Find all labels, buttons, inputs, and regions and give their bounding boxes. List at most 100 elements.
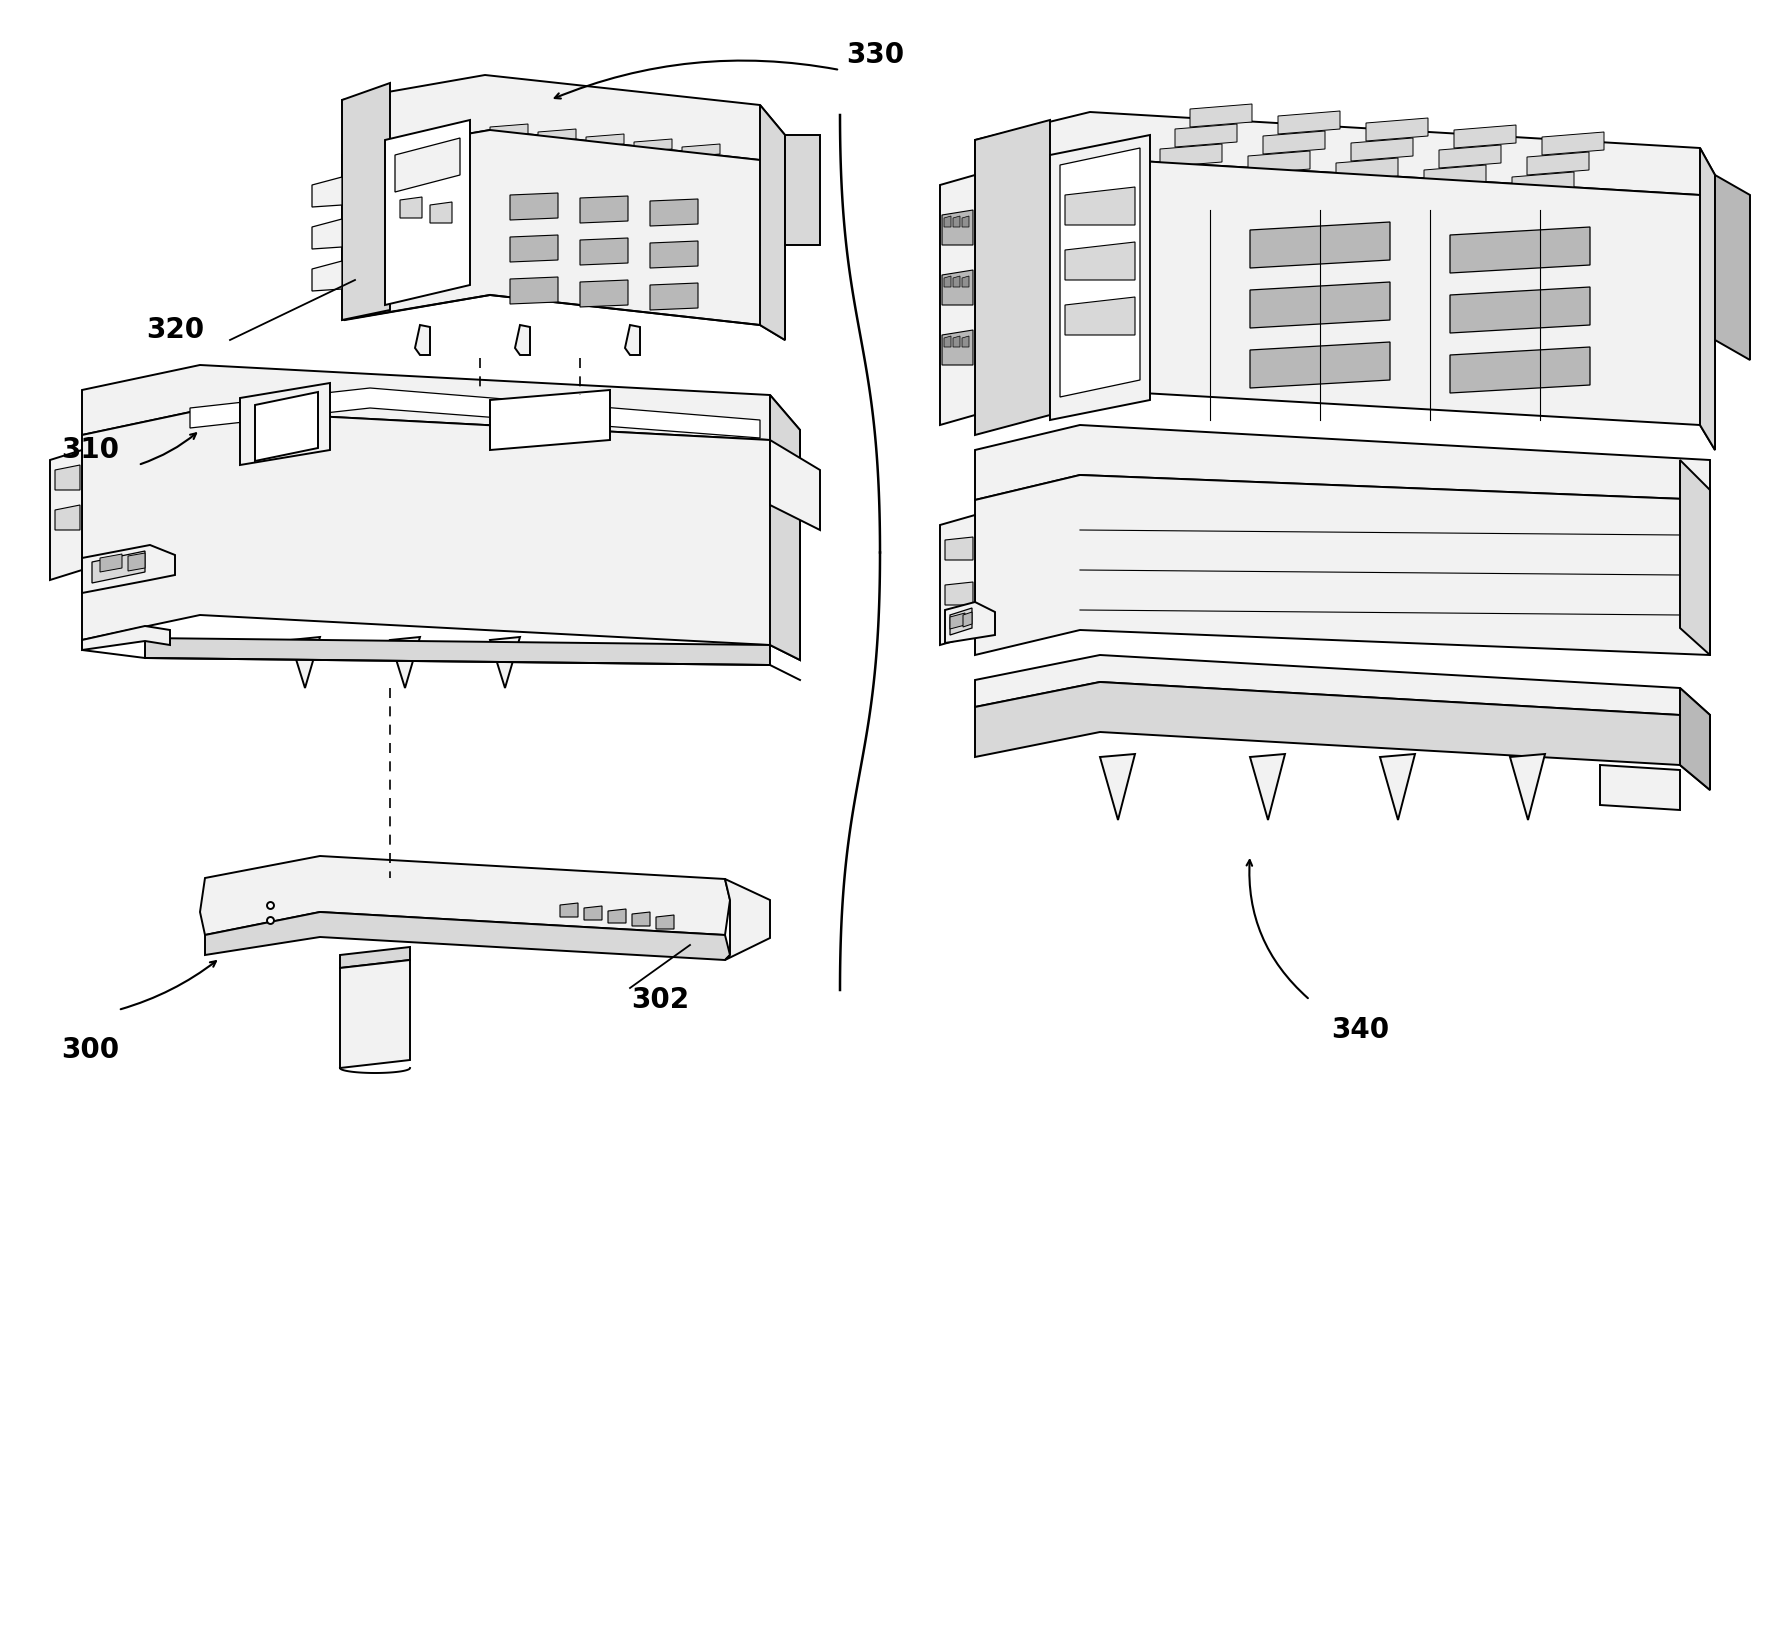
- Polygon shape: [1424, 165, 1485, 188]
- Polygon shape: [340, 961, 409, 1068]
- Polygon shape: [1714, 175, 1750, 359]
- Polygon shape: [1250, 755, 1285, 821]
- Polygon shape: [942, 270, 972, 305]
- Polygon shape: [82, 545, 174, 593]
- Polygon shape: [1511, 171, 1574, 194]
- Polygon shape: [340, 948, 409, 967]
- Polygon shape: [945, 582, 972, 605]
- Polygon shape: [1100, 755, 1134, 821]
- Polygon shape: [1449, 348, 1590, 392]
- Polygon shape: [562, 199, 600, 213]
- Polygon shape: [395, 138, 459, 193]
- Polygon shape: [1335, 158, 1397, 181]
- Polygon shape: [634, 138, 671, 152]
- Polygon shape: [657, 209, 696, 222]
- Polygon shape: [625, 325, 639, 354]
- Polygon shape: [240, 382, 329, 465]
- Polygon shape: [1438, 145, 1501, 168]
- Polygon shape: [949, 608, 972, 634]
- Polygon shape: [1525, 152, 1588, 175]
- Text: 310: 310: [61, 437, 119, 465]
- Polygon shape: [961, 275, 968, 287]
- Polygon shape: [632, 911, 650, 926]
- Polygon shape: [82, 410, 799, 659]
- Polygon shape: [650, 283, 698, 310]
- Polygon shape: [942, 330, 972, 364]
- Text: 330: 330: [846, 41, 904, 69]
- Polygon shape: [415, 325, 429, 354]
- Polygon shape: [1064, 297, 1134, 335]
- Polygon shape: [1250, 222, 1388, 269]
- Polygon shape: [580, 237, 628, 265]
- Polygon shape: [312, 260, 342, 292]
- Polygon shape: [1700, 148, 1714, 450]
- Polygon shape: [290, 638, 320, 687]
- Polygon shape: [429, 203, 452, 222]
- Polygon shape: [490, 124, 527, 137]
- Polygon shape: [961, 336, 968, 348]
- Polygon shape: [1365, 119, 1428, 142]
- Polygon shape: [1064, 242, 1134, 280]
- Polygon shape: [586, 133, 623, 147]
- Polygon shape: [514, 325, 530, 354]
- Polygon shape: [974, 682, 1709, 789]
- Polygon shape: [400, 198, 422, 218]
- Polygon shape: [1598, 765, 1679, 811]
- Polygon shape: [390, 638, 420, 687]
- Polygon shape: [1679, 460, 1709, 654]
- Polygon shape: [342, 82, 390, 320]
- Polygon shape: [942, 209, 972, 246]
- Polygon shape: [1050, 135, 1150, 420]
- Polygon shape: [55, 504, 80, 531]
- Text: 320: 320: [146, 316, 205, 344]
- Polygon shape: [312, 176, 342, 208]
- Polygon shape: [949, 613, 965, 630]
- Polygon shape: [1248, 152, 1310, 175]
- Polygon shape: [1380, 755, 1413, 821]
- Polygon shape: [342, 130, 785, 339]
- Polygon shape: [940, 175, 974, 425]
- Polygon shape: [546, 148, 584, 162]
- Polygon shape: [641, 158, 680, 171]
- Polygon shape: [1059, 148, 1139, 397]
- Polygon shape: [255, 392, 319, 461]
- Polygon shape: [943, 275, 951, 287]
- Polygon shape: [580, 196, 628, 222]
- Text: 340: 340: [1330, 1017, 1388, 1043]
- Polygon shape: [785, 135, 819, 246]
- Polygon shape: [1351, 138, 1412, 162]
- Polygon shape: [1278, 110, 1339, 133]
- Polygon shape: [82, 626, 169, 649]
- Polygon shape: [650, 185, 687, 198]
- Polygon shape: [509, 193, 557, 219]
- Polygon shape: [650, 199, 698, 226]
- Polygon shape: [93, 550, 144, 583]
- Polygon shape: [580, 280, 628, 307]
- Polygon shape: [1509, 755, 1543, 821]
- Polygon shape: [509, 277, 557, 303]
- Polygon shape: [584, 906, 602, 920]
- Polygon shape: [1175, 124, 1237, 147]
- Polygon shape: [655, 915, 673, 929]
- Polygon shape: [1679, 687, 1709, 789]
- Polygon shape: [554, 175, 591, 186]
- Polygon shape: [940, 516, 974, 644]
- Polygon shape: [128, 554, 144, 570]
- Polygon shape: [1452, 125, 1515, 148]
- Polygon shape: [607, 910, 625, 923]
- Polygon shape: [205, 911, 730, 961]
- Polygon shape: [538, 129, 575, 142]
- Polygon shape: [974, 654, 1709, 740]
- Polygon shape: [190, 387, 760, 438]
- Polygon shape: [100, 554, 123, 572]
- Text: 302: 302: [630, 986, 689, 1014]
- Polygon shape: [952, 216, 959, 227]
- Polygon shape: [384, 120, 470, 305]
- Polygon shape: [974, 120, 1050, 435]
- Polygon shape: [698, 190, 735, 203]
- Polygon shape: [611, 204, 648, 218]
- Polygon shape: [961, 216, 968, 227]
- Polygon shape: [974, 475, 1709, 654]
- Polygon shape: [974, 425, 1709, 499]
- Polygon shape: [312, 219, 342, 249]
